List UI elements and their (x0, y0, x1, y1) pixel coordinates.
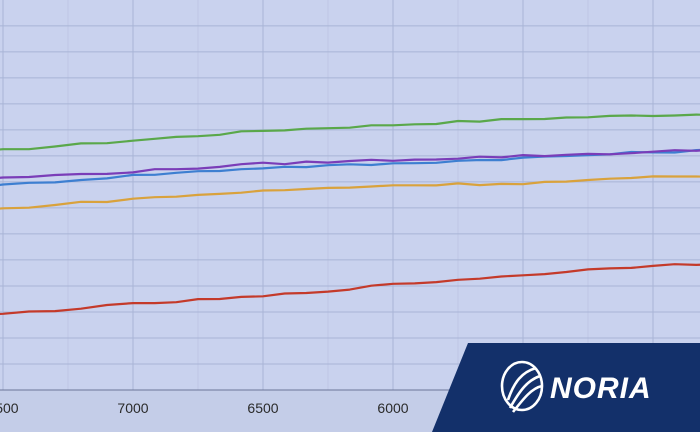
plot-area (0, 0, 700, 390)
brand-name: NORIA (550, 372, 652, 405)
x-tick-label: 7500 (0, 400, 19, 416)
x-tick-label: 7000 (117, 400, 148, 416)
x-tick-label: 6500 (247, 400, 278, 416)
chart-series-group (0, 113, 700, 316)
series-line-2 (0, 148, 700, 187)
series-line-3 (0, 149, 700, 179)
logo-background (432, 343, 700, 432)
series-line-5 (0, 263, 700, 316)
series-line-1 (0, 113, 700, 151)
chart-grid (0, 0, 700, 391)
series-line-4 (0, 175, 700, 210)
x-tick-label: 6000 (377, 400, 408, 416)
noria-emblem-icon (500, 360, 544, 413)
